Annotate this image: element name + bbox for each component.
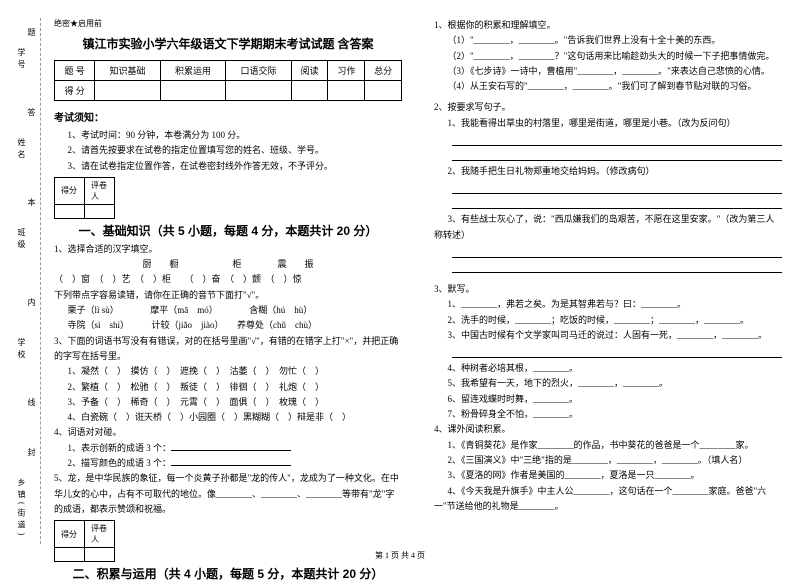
r4-item: 2、《三国演义》中"三绝"指的是________，________，______… <box>434 453 782 468</box>
secret-label: 绝密★启用前 <box>54 18 402 29</box>
binding-mark: 答 <box>26 108 37 116</box>
q4-item: 1、表示创新的成语 3 个： <box>54 441 402 456</box>
r2-item: 2、我随手把生日礼物郑重地交给妈妈。（修改病句） <box>434 164 782 179</box>
r3-item: 3、中国古时候有个文学家叫司马迁的说过：人固有一死，________，_____… <box>434 328 782 343</box>
binding-mark: 本 <box>26 198 37 206</box>
binding-label-school: 学校 <box>16 338 27 362</box>
cell[interactable] <box>328 81 365 101</box>
q3-stem: 3、下面的词语书写没有有错误，对的在括号里画"√"，有错的在错字上打"×"，并把… <box>54 334 402 365</box>
q3-item: 3、予备（ ） 稀奇（ ） 元霄（ ） 面俱（ ） 枚瑰（ ） <box>54 395 402 410</box>
r1-item: （2）"________，________？"这句话用来比喻趁劲头大的时候一下子… <box>434 49 782 64</box>
notice-item: 3、请在试卷指定位置作答，在试卷密封线外作答无效，不予评分。 <box>54 159 402 174</box>
binding-margin: 题 学号 答 姓名 本 班级 内 学校 线 封 乡镇(街道) <box>12 18 48 544</box>
score-box-label: 得分 <box>55 177 85 204</box>
answer-line[interactable] <box>452 346 782 358</box>
binding-mark: 内 <box>26 298 37 306</box>
cell[interactable] <box>291 81 328 101</box>
q1-stem2: 下列带点字容易读错，请你在正确的音节下面打"√"。 <box>54 288 402 303</box>
answer-line[interactable] <box>452 149 782 161</box>
binding-mark: 题 <box>26 28 37 36</box>
r3-item: 1、________，弗若之矣。为是其智弗若与？曰：________。 <box>434 297 782 312</box>
cell[interactable] <box>160 81 225 101</box>
binding-mark: 线 <box>26 398 37 406</box>
exam-title: 镇江市实验小学六年级语文下学期期末考试试题 含答案 <box>54 35 402 52</box>
binding-label-class: 班级 <box>16 228 27 252</box>
r3-stem: 3、默写。 <box>434 282 782 297</box>
q5: 5、龙，是中华民族的象征，每一个炎黄子孙都是"龙的传人"，龙成为了一种文化。在中… <box>54 471 402 517</box>
r4-stem: 4、课外阅读积累。 <box>434 422 782 437</box>
score-box-cell[interactable] <box>85 204 115 218</box>
r1-item: （3）《七步诗》一诗中，曹植用"________，________。"来表达自己… <box>434 64 782 79</box>
q1-chars: 厨 橱 柜 震 振 <box>54 257 402 272</box>
r4-item: 1、《青铜葵花》是作家________的作品，书中葵花的爸爸是一个_______… <box>434 438 782 453</box>
answer-line[interactable] <box>452 134 782 146</box>
r3-item: 6、留连戏蝶时时舞，________。 <box>434 392 782 407</box>
binding-mark: 封 <box>26 448 37 456</box>
th: 习作 <box>328 61 365 81</box>
left-column: 绝密★启用前 镇江市实验小学六年级语文下学期期末考试试题 含答案 题 号 知识基… <box>48 18 408 544</box>
row-label: 得 分 <box>55 81 95 101</box>
notice-heading: 考试须知： <box>54 109 402 124</box>
cell[interactable] <box>226 81 291 101</box>
q1-stem: 1、选择合适的汉字填空。 <box>54 242 402 257</box>
r2-item: 3、有些战士灰心了，说："西瓜嫌我们的岛艰苦，不愿在这里安家。"（改为第三人称转… <box>434 212 782 243</box>
answer-line[interactable] <box>452 182 782 194</box>
r3-item: 4、种树者必培其根，________。 <box>434 361 782 376</box>
th: 积累运用 <box>160 61 225 81</box>
score-box-cell[interactable] <box>55 204 85 218</box>
binding-label-name: 姓名 <box>16 138 27 162</box>
score-table: 题 号 知识基础 积累运用 口语交际 阅读 习作 总分 得 分 <box>54 60 402 101</box>
binding-label-town: 乡镇(街道) <box>16 478 27 539</box>
page-footer: 第 1 页 共 4 页 <box>0 550 800 561</box>
q1-blanks: （ ）窗 （ ）艺 （ ）柜 （ ）奋 （ ）颤 （ ）惊 <box>54 272 402 287</box>
score-box-label: 评卷人 <box>85 521 115 548</box>
r4-item: 3、《夏洛的网》作者是美国的________，夏洛是一只________。 <box>434 468 782 483</box>
binding-dashed-line <box>40 18 41 544</box>
answer-line[interactable] <box>452 197 782 209</box>
r1-stem: 1、根据你的积累和理解填空。 <box>434 18 782 33</box>
notice-item: 1、考试时间：90 分钟，本卷满分为 100 分。 <box>54 128 402 143</box>
th: 题 号 <box>55 61 95 81</box>
q1-item: 栗子（lì sù） 摩平（mā mó） 含糊（hú hù） <box>54 303 402 318</box>
answer-line[interactable] <box>452 261 782 273</box>
th: 阅读 <box>291 61 328 81</box>
r4-item: 4、《今天我是升旗手》中主人公________，这句话在一个________家庭… <box>434 484 782 515</box>
r1-item: （1）"________，________。"告诉我们世界上没有十全十美的东西。 <box>434 33 782 48</box>
notice-item: 2、请首先按要求在试卷的指定位置填写您的姓名、班级、学号。 <box>54 143 402 158</box>
r1-item: （4）从王安石写的"________，________。"我们可了解到春节贴对联… <box>434 79 782 94</box>
section-1-title: 一、基础知识（共 5 小题，每题 4 分，本题共计 20 分） <box>54 222 402 239</box>
answer-blank[interactable] <box>171 456 291 466</box>
cell[interactable] <box>95 81 160 101</box>
answer-blank[interactable] <box>171 441 291 451</box>
score-box-label: 得分 <box>55 521 85 548</box>
section-2-title: 二、积累与运用（共 4 小题，每题 5 分，本题共计 20 分） <box>54 565 402 582</box>
r3-item: 5、我希望有一天，地下的烈火，________，________。 <box>434 376 782 391</box>
th: 口语交际 <box>226 61 291 81</box>
score-box: 得分评卷人 <box>54 177 115 219</box>
q3-item: 4、白瓷碗（ ）诳天桥（ ）小园圈（ ）黑糊糊（ ）辩是非（ ） <box>54 410 402 425</box>
r3-item: 2、洗手的时候，________；吃饭的时候，________；________… <box>434 313 782 328</box>
th: 总分 <box>365 61 402 81</box>
r2-item: 1、我能看得出草虫的村落里，哪里是街道，哪里是小巷。（改为反问句） <box>434 116 782 131</box>
score-box-label: 评卷人 <box>85 177 115 204</box>
q3-item: 2、繁植（ ） 松驰（ ） 叛徒（ ） 徘徊（ ） 礼炮（ ） <box>54 380 402 395</box>
table-row: 题 号 知识基础 积累运用 口语交际 阅读 习作 总分 <box>55 61 402 81</box>
binding-label-id: 学号 <box>16 48 27 72</box>
r3-item: 7、粉骨碎身全不怕，________。 <box>434 407 782 422</box>
cell[interactable] <box>365 81 402 101</box>
right-column: 1、根据你的积累和理解填空。 （1）"________，________。"告诉… <box>428 18 788 544</box>
th: 知识基础 <box>95 61 160 81</box>
table-row: 得 分 <box>55 81 402 101</box>
exam-page: 题 学号 答 姓名 本 班级 内 学校 线 封 乡镇(街道) 绝密★启用前 镇江… <box>0 0 800 548</box>
q4-item: 2、描写颜色的成语 3 个： <box>54 456 402 471</box>
q4-stem: 4、词语对对碰。 <box>54 425 402 440</box>
content-area: 绝密★启用前 镇江市实验小学六年级语文下学期期末考试试题 含答案 题 号 知识基… <box>48 18 788 544</box>
answer-line[interactable] <box>452 246 782 258</box>
q1-item: 寺院（sì shì） 计较（jiǎo jiào） 养尊处（chǔ chù） <box>54 318 402 333</box>
r2-stem: 2、按要求写句子。 <box>434 100 782 115</box>
q3-item: 1、凝然（ ） 摸仿（ ） 遮挽（ ） 沽萎（ ） 勿忙（ ） <box>54 364 402 379</box>
